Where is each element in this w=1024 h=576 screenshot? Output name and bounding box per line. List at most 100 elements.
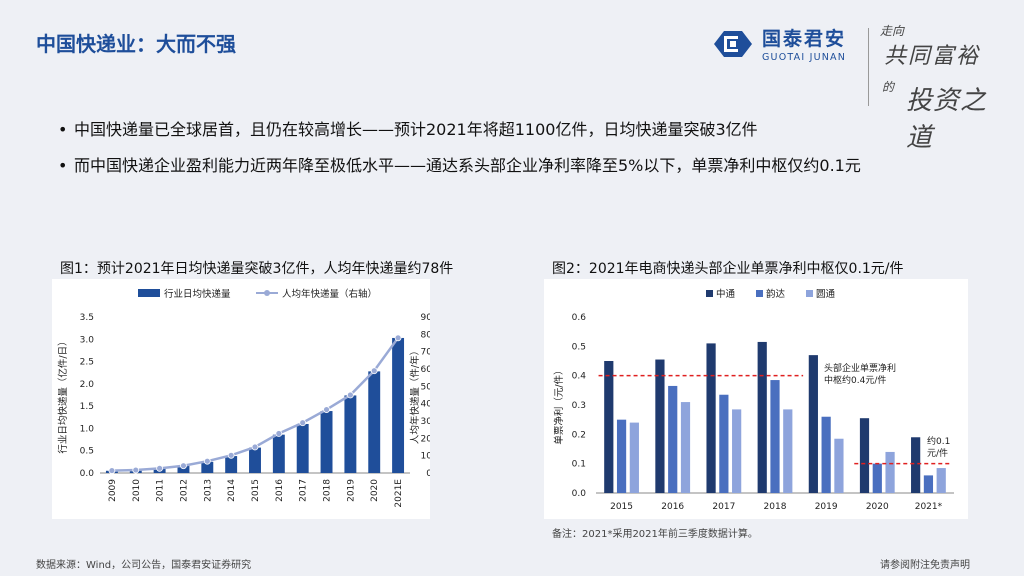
- y-tick-label: 0.0: [572, 489, 587, 499]
- figure-1-title: 图1：预计2021年日均快递量突破3亿件，人均年快递量约78件: [60, 261, 454, 277]
- legend-swatch: [756, 290, 763, 297]
- logo-chinese-name: 国泰君安: [762, 28, 847, 50]
- bar: [392, 337, 405, 473]
- y2-tick-label: 30: [421, 417, 430, 427]
- bar: [821, 416, 831, 493]
- y-tick-label: 2.5: [80, 358, 94, 368]
- y-tick-label: 1.5: [80, 402, 94, 412]
- bullet-list: 中国快递量已全球居首，且仍在较高增长——预计2021年将超1100亿件，日均快递…: [58, 118, 861, 190]
- line-point: [370, 367, 378, 375]
- y2-tick-label: 40: [421, 400, 430, 410]
- y-tick-label: 0.5: [572, 342, 586, 352]
- disclaimer-link[interactable]: 请参阅附注免责声明: [880, 560, 970, 571]
- y-tick-label: 0.1: [572, 460, 586, 470]
- y-tick-label: 0.6: [572, 313, 587, 323]
- bar: [616, 419, 627, 493]
- bar: [923, 475, 934, 493]
- figure-1-panel: 行业日均快递量 人均年快递量（右轴） 0.0 0.5 1.0 1.5 2.0 2.5 3.0 3.…: [52, 279, 432, 519]
- chart-2: 中通 韵达 圆通 0.0 0.1 0.2 0.3 0.4 0.5 0.6 单票净利（元/件） 2015…: [553, 288, 954, 512]
- line-point: [203, 457, 211, 465]
- figure-2-title: 图2：2021年电商快递头部企业单票净利中枢仅0.1元/件: [552, 261, 904, 277]
- bar: [655, 359, 665, 493]
- figure-2-note: 备注：2021*采用2021年前三季度数据计算。: [552, 529, 758, 540]
- x-tick-label: 2013: [203, 479, 213, 502]
- bar: [177, 465, 190, 473]
- y2-tick-label: 90: [421, 313, 430, 323]
- bar: [668, 385, 678, 493]
- bar: [706, 343, 716, 493]
- legend-label: 中通: [716, 288, 736, 300]
- annotation: 约0.1: [927, 435, 950, 447]
- figure-2-panel: 中通 韵达 圆通 0.0 0.1 0.2 0.3 0.4 0.5 0.6 单票净利（元/件） 2015…: [544, 279, 968, 519]
- x-tick-label: 2016: [661, 502, 684, 512]
- bullet-item: 中国快递量已全球居首，且仍在较高增长——预计2021年将超1100亿件，日均快递…: [58, 118, 861, 154]
- y-tick-label: 0.3: [572, 401, 586, 411]
- bar: [936, 468, 946, 493]
- bar: [783, 409, 793, 493]
- slogan-part-3: 的: [882, 80, 895, 94]
- annotation: 元/件: [927, 447, 948, 459]
- chart-1: 行业日均快递量 人均年快递量（右轴） 0.0 0.5 1.0 1.5 2.0 2.5 3.0 3.…: [57, 288, 432, 508]
- x-tick-label: 2019: [815, 502, 838, 512]
- line-point: [346, 391, 354, 399]
- y-tick-label: 0.0: [80, 469, 95, 479]
- legend-label: 圆通: [816, 289, 836, 300]
- legend-swatch: [706, 290, 713, 297]
- y2-tick-label: 0: [426, 469, 430, 479]
- slogan: 走向 共同富裕 的 投资之道: [876, 20, 1006, 153]
- x-tick-label: 2018: [323, 479, 333, 502]
- legend-label: 行业日均快递量: [164, 288, 231, 300]
- legend-label: 韵达: [766, 288, 786, 300]
- legend-marker: [264, 290, 270, 296]
- x-tick-label: 2018: [764, 502, 787, 512]
- y-axis-label: 行业日均快递量（亿件/日）: [57, 336, 69, 453]
- slogan-part-1: 走向: [880, 24, 905, 38]
- bar: [680, 402, 691, 493]
- y2-tick-label: 70: [421, 348, 430, 358]
- bar: [225, 456, 238, 473]
- annotation: 头部企业单票净利: [824, 362, 896, 374]
- bar: [629, 422, 639, 493]
- x-tick-label: 2014: [227, 479, 237, 502]
- bar: [201, 461, 214, 473]
- x-tick-label: 2017: [712, 502, 735, 512]
- bar: [885, 451, 895, 493]
- y-tick-label: 0.4: [572, 372, 587, 382]
- bar: [272, 434, 285, 473]
- y-tick-label: 0.5: [80, 447, 94, 457]
- y-tick-label: 2.0: [80, 380, 95, 390]
- line-point: [108, 467, 116, 474]
- slogan-part-2: 共同富裕: [884, 44, 981, 69]
- logo-english-name: GUOTAI JUNAN: [762, 52, 847, 63]
- legend-label: 人均年快递量（右轴）: [282, 288, 377, 300]
- line-point: [227, 451, 235, 459]
- logo-divider: [868, 28, 869, 106]
- bar: [732, 409, 742, 493]
- page-title: 中国快递业：大而不强: [36, 32, 236, 56]
- line-point: [323, 406, 330, 413]
- line-point: [156, 464, 164, 472]
- bar: [719, 394, 729, 493]
- bar: [296, 423, 309, 473]
- line-point: [132, 466, 140, 474]
- x-tick-label: 2012: [179, 479, 189, 502]
- x-tick-label: 2020: [866, 502, 889, 512]
- x-tick-label: 2021E: [394, 479, 404, 508]
- bar: [320, 411, 333, 473]
- y-tick-label: 0.2: [572, 430, 586, 440]
- x-tick-label: 2010: [132, 479, 142, 502]
- y-tick-label: 3.0: [80, 335, 95, 345]
- x-tick-label: 2020: [370, 479, 380, 502]
- bar: [808, 355, 818, 493]
- x-tick-label: 2019: [346, 479, 356, 502]
- x-tick-label: 2015: [251, 479, 261, 502]
- bar: [859, 418, 870, 493]
- y2-tick-label: 50: [421, 382, 430, 392]
- x-tick-label: 2021*: [915, 502, 943, 512]
- company-logo: 国泰君安 GUOTAI JUNAN: [712, 24, 846, 63]
- guotai-junan-logo-icon: [714, 30, 752, 57]
- line-point: [299, 419, 307, 427]
- bar: [757, 341, 767, 493]
- bar: [368, 371, 381, 473]
- y-tick-label: 1.0: [80, 424, 95, 434]
